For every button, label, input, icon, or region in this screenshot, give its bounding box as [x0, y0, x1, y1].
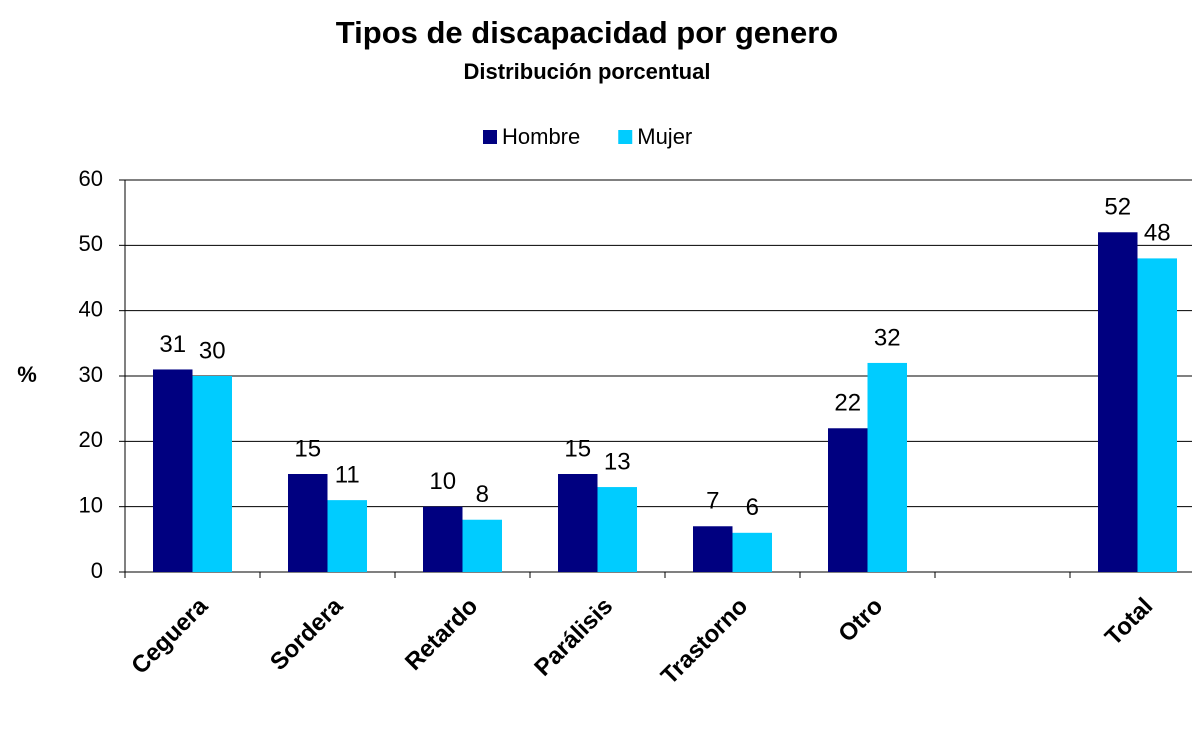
x-tick-label: Sordera [265, 592, 349, 676]
bar [327, 500, 367, 572]
bar [462, 519, 502, 572]
x-tick-label: Retardo [400, 593, 483, 676]
x-tick-label: Ceguera [126, 592, 213, 679]
chart-subtitle: Distribución porcentual [464, 59, 711, 84]
value-label: 15 [564, 435, 591, 462]
x-tick-label: Total [1100, 593, 1158, 651]
legend-label: Mujer [637, 124, 692, 149]
y-tick-label: 0 [91, 558, 103, 583]
bar [867, 362, 907, 572]
value-label: 8 [476, 481, 489, 508]
y-tick-label: 10 [79, 492, 103, 517]
x-tick-label: Otro [833, 593, 888, 648]
y-tick-label: 20 [79, 427, 103, 452]
value-label: 11 [335, 461, 360, 488]
y-axis-label: % [17, 362, 37, 387]
bar [1098, 232, 1138, 572]
legend-swatch [618, 130, 633, 144]
value-label: 7 [706, 488, 719, 515]
y-tick-label: 50 [79, 231, 103, 256]
x-tick-label: Parálisis [529, 593, 618, 682]
value-label: 32 [874, 324, 901, 351]
bar [732, 532, 772, 572]
y-tick-label: 30 [79, 362, 103, 387]
legend-label: Hombre [502, 124, 580, 149]
value-label: 48 [1144, 220, 1171, 247]
value-label: 22 [834, 390, 861, 417]
value-label: 6 [746, 494, 759, 521]
value-label: 15 [294, 435, 321, 462]
bar [192, 376, 232, 572]
value-label: 10 [429, 468, 456, 495]
bar [693, 526, 733, 572]
value-label: 31 [159, 331, 186, 358]
value-label: 52 [1104, 194, 1131, 221]
bar [558, 474, 598, 572]
value-label: 13 [604, 448, 631, 475]
bar [597, 487, 637, 572]
bar [423, 506, 463, 572]
y-tick-label: 60 [79, 166, 103, 191]
chart-title: Tipos de discapacidad por genero [336, 15, 838, 50]
legend-swatch [483, 130, 497, 144]
bar [153, 369, 193, 572]
bar [1137, 258, 1177, 572]
bar [828, 428, 868, 572]
bar [288, 474, 328, 572]
y-tick-label: 40 [79, 296, 103, 321]
value-label: 30 [199, 337, 226, 364]
x-tick-label: Trastorno [656, 593, 753, 690]
